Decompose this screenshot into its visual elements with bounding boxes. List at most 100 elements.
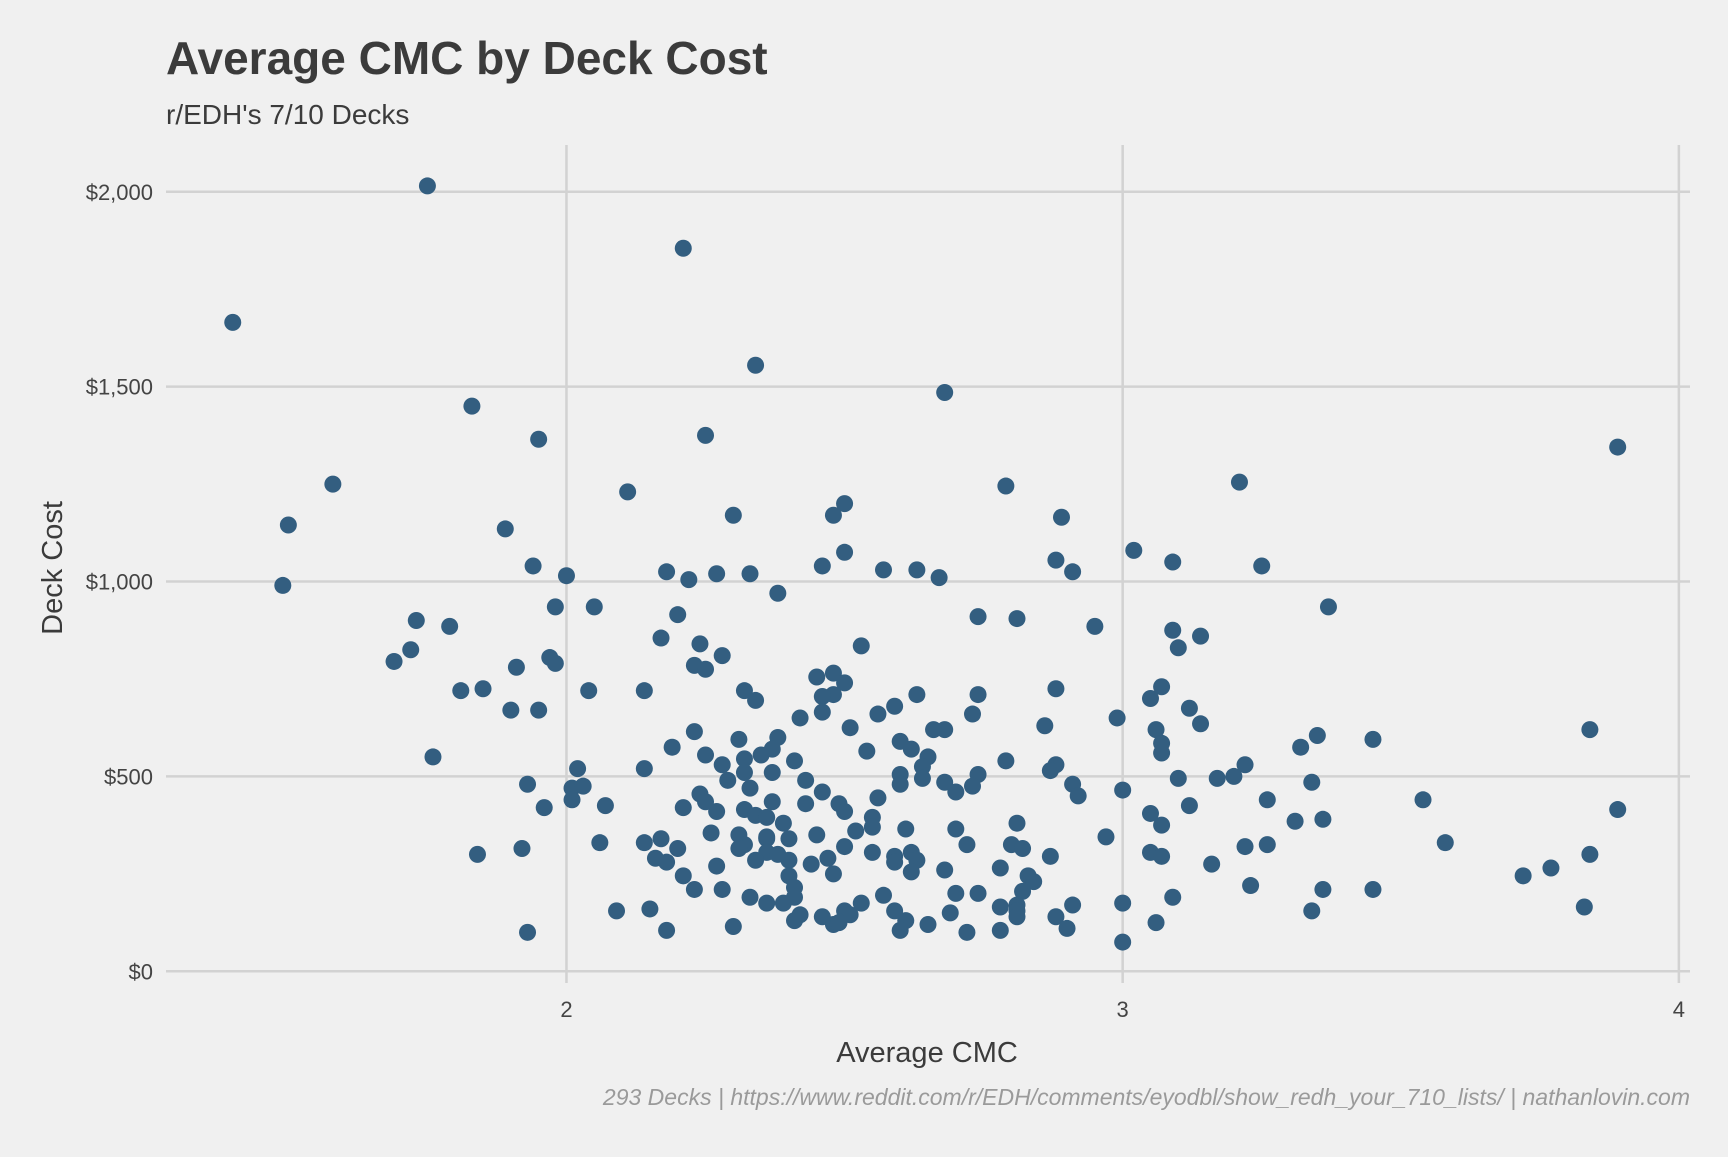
data-point bbox=[925, 721, 943, 739]
data-point bbox=[891, 775, 909, 793]
data-point bbox=[758, 894, 776, 912]
data-point bbox=[1242, 877, 1260, 895]
data-point bbox=[735, 682, 753, 700]
data-point bbox=[402, 641, 420, 659]
x-tick-label: 3 bbox=[1117, 997, 1129, 1022]
data-point bbox=[641, 900, 659, 918]
x-axis-title: Average CMC bbox=[836, 1037, 1018, 1069]
data-point bbox=[697, 746, 715, 764]
data-point bbox=[774, 894, 792, 912]
data-point bbox=[685, 723, 703, 741]
data-point bbox=[1303, 773, 1321, 791]
data-point bbox=[969, 884, 987, 902]
data-point bbox=[813, 688, 831, 706]
data-point bbox=[908, 561, 926, 579]
data-point bbox=[535, 799, 553, 817]
data-point bbox=[580, 682, 598, 700]
data-point bbox=[886, 697, 904, 715]
data-point bbox=[574, 777, 592, 795]
data-point bbox=[1236, 838, 1254, 856]
data-point bbox=[763, 793, 781, 811]
data-point bbox=[958, 836, 976, 854]
data-point bbox=[1542, 859, 1560, 877]
data-point bbox=[1164, 553, 1182, 571]
data-point bbox=[1047, 680, 1065, 698]
data-point bbox=[913, 758, 931, 776]
data-point bbox=[947, 820, 965, 838]
y-tick-label: $500 bbox=[104, 764, 153, 789]
data-point bbox=[507, 658, 525, 676]
x-grid-lines bbox=[565, 145, 1681, 983]
data-point bbox=[1114, 781, 1132, 799]
data-point bbox=[1609, 801, 1627, 819]
data-point bbox=[963, 777, 981, 795]
data-point bbox=[1153, 744, 1171, 762]
data-point bbox=[858, 742, 876, 760]
data-point bbox=[824, 506, 842, 524]
data-point bbox=[1069, 787, 1087, 805]
data-point bbox=[1258, 836, 1276, 854]
data-point bbox=[1414, 791, 1432, 809]
data-point bbox=[407, 612, 425, 630]
data-point bbox=[652, 830, 670, 848]
data-point bbox=[824, 664, 842, 682]
data-point bbox=[758, 808, 776, 826]
data-point bbox=[697, 426, 715, 444]
data-point bbox=[886, 902, 904, 920]
y-tick-label: $0 bbox=[129, 959, 153, 984]
data-point bbox=[519, 775, 537, 793]
data-point bbox=[941, 904, 959, 922]
data-point bbox=[902, 740, 920, 758]
data-point bbox=[1208, 769, 1226, 787]
data-point bbox=[1097, 828, 1115, 846]
data-point bbox=[1025, 873, 1043, 891]
chart-caption: 293 Decks | https://www.reddit.com/r/EDH… bbox=[602, 1084, 1690, 1110]
data-point bbox=[963, 705, 981, 723]
data-point bbox=[1314, 810, 1332, 828]
data-point bbox=[418, 177, 436, 195]
data-point bbox=[997, 477, 1015, 495]
data-point bbox=[713, 647, 731, 665]
data-point bbox=[1308, 726, 1326, 744]
data-point bbox=[797, 771, 815, 789]
data-point bbox=[635, 682, 653, 700]
data-point bbox=[852, 637, 870, 655]
data-point bbox=[1058, 919, 1076, 937]
data-point bbox=[819, 849, 837, 867]
data-point bbox=[902, 863, 920, 881]
data-point bbox=[869, 789, 887, 807]
data-point bbox=[1041, 762, 1059, 780]
data-point bbox=[1108, 709, 1126, 727]
data-point bbox=[702, 824, 720, 842]
data-point bbox=[752, 746, 770, 764]
data-point bbox=[1169, 769, 1187, 787]
data-point bbox=[1192, 715, 1210, 733]
data-point bbox=[1141, 804, 1159, 822]
data-point bbox=[596, 797, 614, 815]
data-point bbox=[869, 705, 887, 723]
data-point bbox=[674, 867, 692, 885]
data-point bbox=[847, 822, 865, 840]
data-point bbox=[1236, 756, 1254, 774]
data-point bbox=[769, 584, 787, 602]
data-point bbox=[1064, 896, 1082, 914]
data-point bbox=[1258, 791, 1276, 809]
data-point bbox=[791, 709, 809, 727]
data-point bbox=[658, 853, 676, 871]
data-point bbox=[741, 779, 759, 797]
data-point bbox=[758, 830, 776, 848]
data-point bbox=[569, 760, 587, 778]
data-point bbox=[691, 635, 709, 653]
data-point bbox=[474, 680, 492, 698]
data-point bbox=[619, 483, 637, 501]
y-tick-label: $1,000 bbox=[86, 570, 153, 595]
chart-subtitle: r/EDH's 7/10 Decks bbox=[166, 99, 409, 130]
data-point bbox=[813, 783, 831, 801]
data-point bbox=[836, 803, 854, 821]
data-point bbox=[424, 748, 442, 766]
data-point bbox=[519, 923, 537, 941]
data-point bbox=[969, 686, 987, 704]
data-point bbox=[658, 921, 676, 939]
data-point bbox=[1292, 738, 1310, 756]
